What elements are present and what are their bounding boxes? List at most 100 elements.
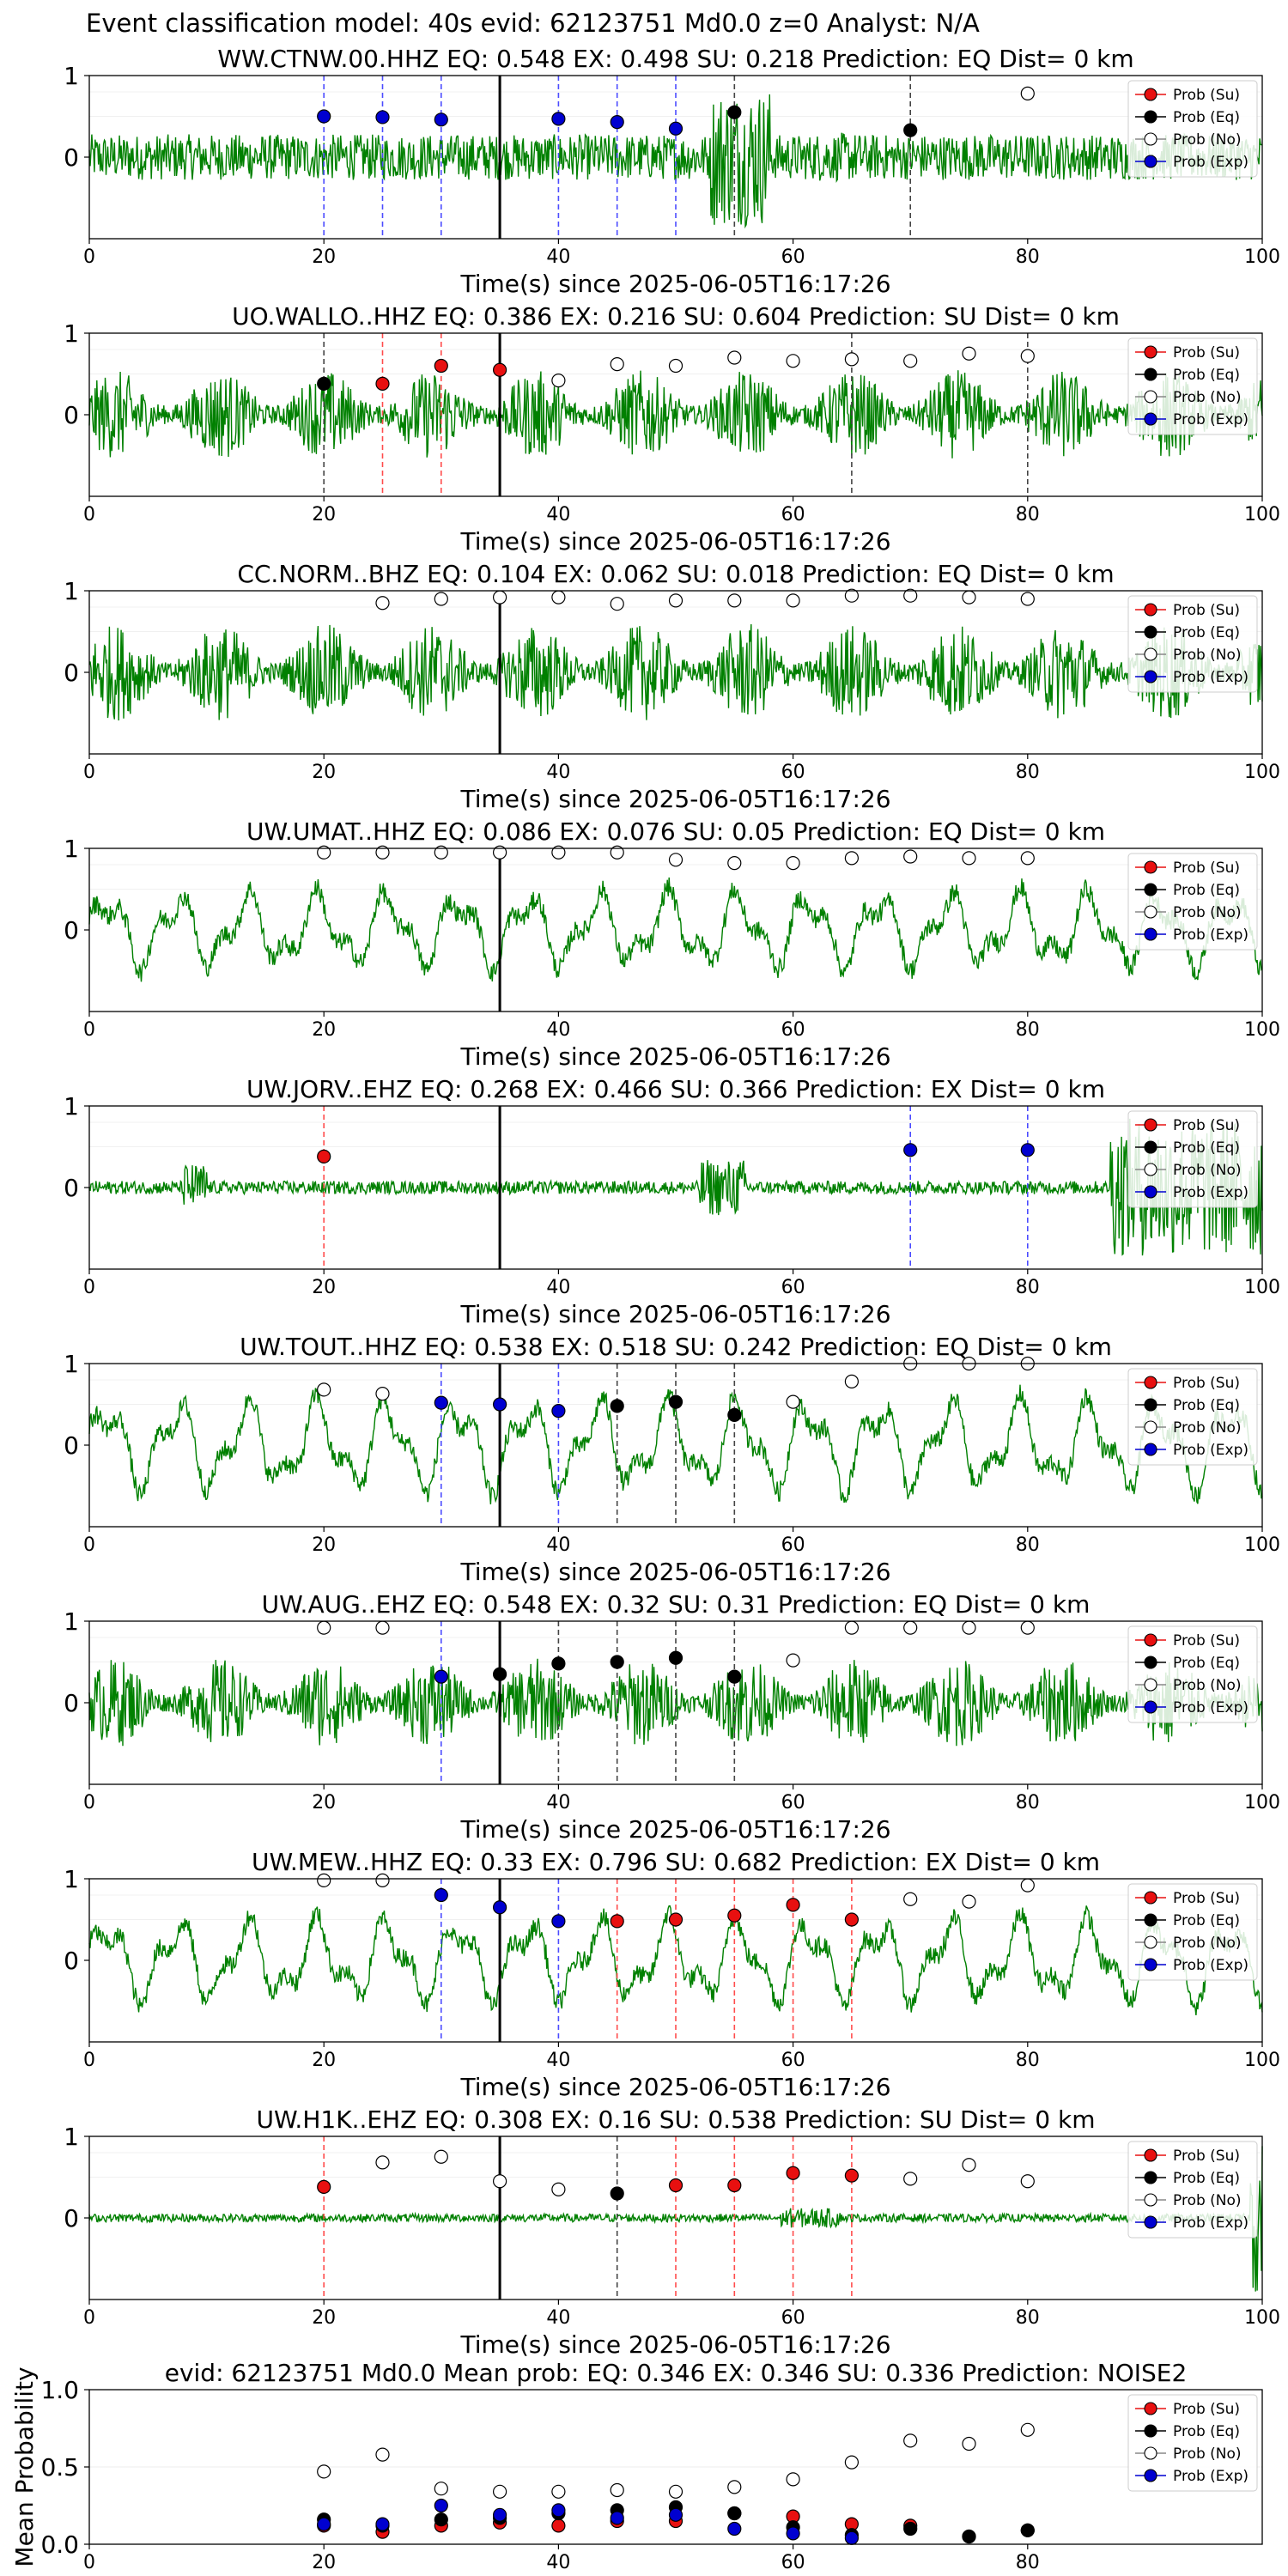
- prob-marker-no: [844, 1620, 860, 1635]
- x-tick-label: 40: [546, 762, 570, 783]
- waveform-trace: [88, 370, 1263, 459]
- x-tick-label: 20: [312, 1534, 336, 1556]
- subplot-title: UW.AUG..EHZ EQ: 0.548 EX: 0.32 SU: 0.31 …: [262, 1590, 1091, 1619]
- prob-marker-exp: [375, 2517, 390, 2531]
- prob-marker-eq: [610, 1399, 624, 1413]
- prob-marker-no: [1020, 1620, 1035, 1635]
- prob-marker-su: [551, 2518, 566, 2533]
- legend-label-no: Prob (No): [1173, 389, 1242, 406]
- x-tick-label: 20: [312, 1792, 336, 1814]
- y-tick-label: 1: [64, 1865, 79, 1893]
- x-axis-label: Time(s) since 2025-06-05T16:17:26: [459, 2330, 890, 2359]
- legend-marker-su: [1144, 1891, 1157, 1905]
- prob-marker-no: [317, 2464, 331, 2479]
- x-tick-label: 60: [781, 246, 805, 268]
- x-tick-label: 0: [83, 2050, 95, 2071]
- legend-marker-eq: [1144, 2171, 1157, 2184]
- legend-box: [1127, 2141, 1258, 2239]
- legend-marker-eq: [1144, 625, 1157, 639]
- legend-label-exp: Prob (Exp): [1173, 2215, 1249, 2232]
- legend-label-su: Prob (Su): [1173, 2148, 1240, 2165]
- x-tick-label: 80: [1016, 504, 1040, 526]
- subplot-title: evid: 62123751 Md0.0 Mean prob: EQ: 0.34…: [165, 2359, 1188, 2387]
- subplot-title: UW.MEW..HHZ EQ: 0.33 EX: 0.796 SU: 0.682…: [252, 1848, 1100, 1876]
- x-tick-label: 100: [1244, 2307, 1280, 2329]
- x-tick-label: 100: [1244, 762, 1280, 783]
- prob-marker-eq: [610, 1655, 624, 1669]
- legend-marker-no: [1144, 647, 1157, 661]
- legend-marker-exp: [1144, 2215, 1157, 2229]
- prob-marker-eq: [668, 1394, 683, 1409]
- x-axis-label: Time(s) since 2025-06-05T16:17:26: [459, 785, 890, 813]
- prob-marker-no: [375, 1387, 390, 1401]
- legend: Prob (Su) Prob (Eq) Prob (No) Prob (Exp): [1127, 2141, 1258, 2239]
- prob-marker-eq: [727, 1669, 742, 1684]
- prob-marker-no: [551, 590, 566, 605]
- prob-marker-no: [668, 853, 683, 867]
- legend-marker-su: [1144, 1633, 1157, 1647]
- legend-marker-eq: [1144, 883, 1157, 896]
- legend: Prob (Su) Prob (Eq) Prob (No) Prob (Exp): [1127, 2394, 1258, 2492]
- prob-marker-eq: [492, 1667, 507, 1681]
- prob-marker-no: [434, 2482, 448, 2496]
- y-tick-label: 0: [64, 1689, 79, 1717]
- prob-marker-no: [551, 2182, 566, 2196]
- prob-marker-no: [1020, 86, 1035, 101]
- legend-label-su: Prob (Su): [1173, 602, 1240, 619]
- legend-marker-no: [1144, 905, 1157, 919]
- subplot-title: UW.UMAT..HHZ EQ: 0.086 EX: 0.076 SU: 0.0…: [246, 817, 1105, 846]
- x-tick-label: 20: [312, 762, 336, 783]
- prob-marker-exp: [551, 112, 566, 126]
- subplot-3: CC.NORM..BHZ EQ: 0.104 EX: 0.062 SU: 0.0…: [64, 560, 1280, 813]
- x-axis-label: Time(s) since 2025-06-05T16:17:26: [459, 527, 890, 556]
- subplot-10: evid: 62123751 Md0.0 Mean prob: EQ: 0.34…: [10, 2359, 1263, 2573]
- prob-marker-no: [610, 2482, 624, 2498]
- x-tick-label: 40: [546, 1019, 570, 1041]
- x-tick-label: 0: [83, 246, 95, 268]
- legend-marker-exp: [1144, 670, 1157, 683]
- prob-marker-no: [903, 1892, 918, 1906]
- x-tick-label: 20: [312, 504, 336, 526]
- prob-marker-exp: [668, 121, 683, 136]
- legend-label-eq: Prob (Eq): [1173, 1139, 1240, 1157]
- legend: Prob (Su) Prob (Eq) Prob (No) Prob (Exp): [1127, 1625, 1258, 1723]
- x-tick-label: 60: [781, 1792, 805, 1814]
- legend: Prob (Su) Prob (Eq) Prob (No) Prob (Exp): [1127, 337, 1258, 435]
- x-tick-label: 0: [83, 1792, 95, 1814]
- x-tick-label: 40: [546, 1534, 570, 1556]
- legend-label-eq: Prob (Eq): [1173, 2170, 1240, 2187]
- prob-marker-su: [844, 1912, 860, 1927]
- legend-marker-su: [1144, 603, 1157, 617]
- prob-marker-no: [727, 855, 742, 871]
- x-tick-label: 100: [1244, 504, 1280, 526]
- prob-marker-no: [844, 2455, 860, 2470]
- plot-area: [89, 848, 1262, 1012]
- subplot-1: WW.CTNW.00.HHZ EQ: 0.548 EX: 0.498 SU: 0…: [64, 45, 1280, 298]
- prob-marker-no: [317, 1620, 331, 1635]
- prob-marker-no: [903, 2172, 918, 2186]
- prob-marker-exp: [434, 1887, 448, 1903]
- legend-label-no: Prob (No): [1173, 1935, 1242, 1952]
- subplot-title: UO.WALLO..HHZ EQ: 0.386 EX: 0.216 SU: 0.…: [232, 302, 1120, 331]
- prob-marker-no: [492, 845, 507, 860]
- prob-marker-no: [375, 1620, 390, 1635]
- prob-marker-eq: [668, 1650, 683, 1665]
- prob-marker-no: [317, 845, 331, 860]
- prob-marker-exp: [492, 1397, 507, 1412]
- x-tick-label: 20: [312, 2050, 336, 2071]
- prob-marker-su: [317, 2179, 331, 2194]
- prob-marker-no: [844, 851, 860, 866]
- legend-label-eq: Prob (Eq): [1173, 1912, 1240, 1929]
- x-tick-label: 0: [83, 1534, 95, 1556]
- x-tick-label: 40: [546, 2050, 570, 2071]
- prob-marker-exp: [317, 109, 331, 124]
- subplot-5: UW.JORV..EHZ EQ: 0.268 EX: 0.466 SU: 0.3…: [64, 1075, 1280, 1328]
- prob-marker-exp: [434, 1669, 448, 1684]
- legend-marker-eq: [1144, 1140, 1157, 1154]
- legend-label-eq: Prob (Eq): [1173, 624, 1240, 641]
- x-tick-label: 100: [1244, 1277, 1280, 1298]
- prob-marker-no: [1020, 592, 1035, 606]
- prob-marker-su: [375, 376, 390, 391]
- legend-label-exp: Prob (Exp): [1173, 1957, 1249, 1974]
- legend-label-no: Prob (No): [1173, 647, 1242, 664]
